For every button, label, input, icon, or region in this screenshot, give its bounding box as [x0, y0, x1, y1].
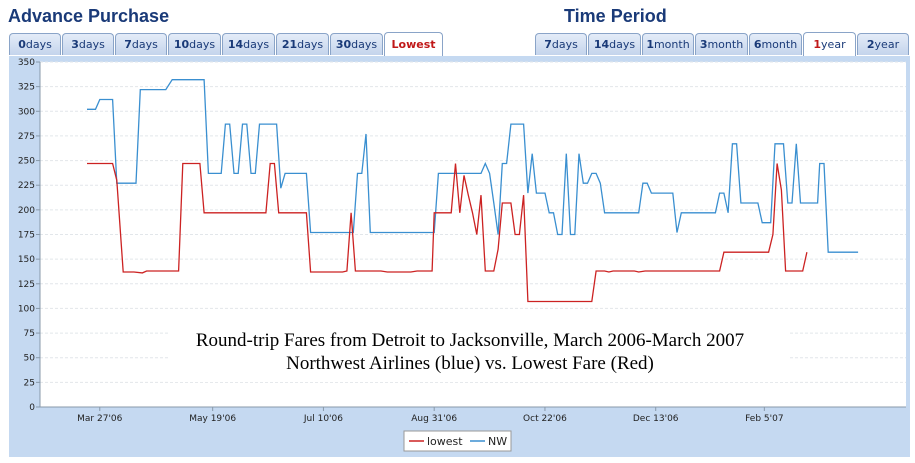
- series-line-nw: [87, 79, 859, 253]
- tab-6-month[interactable]: 6 month: [749, 33, 802, 55]
- tab-unit: days: [189, 38, 216, 51]
- tab-0-days[interactable]: 0 days: [9, 33, 61, 55]
- advance-purchase-title: Advance Purchase: [8, 6, 170, 26]
- tab-7-days-period[interactable]: 7 days: [535, 33, 587, 55]
- x-tick-label: Mar 27'06: [77, 414, 122, 424]
- legend-box: [403, 430, 512, 452]
- x-tick-label: Dec 13'06: [633, 414, 679, 424]
- tab-unit: days: [243, 38, 270, 51]
- tab-1-year[interactable]: 1 year: [803, 32, 856, 56]
- tab-unit: days: [609, 38, 636, 51]
- chart-frame: 0 25 50 75 100 125 150 175 200 225 250 275 300 325 350…: [9, 56, 910, 457]
- tab-3-days[interactable]: 3 days: [62, 33, 114, 55]
- tab-number: 10: [173, 38, 190, 51]
- y-tick-label: 200: [18, 206, 35, 216]
- tab-number: 6: [753, 38, 762, 51]
- annotation-line-1: Round-trip Fares from Detroit to Jackson…: [196, 330, 744, 351]
- y-tick-label: 325: [18, 83, 35, 93]
- x-axis-ticks: Mar 27'06 May 19'06 Jul 10'06 Aug 31'06 Oct …: [77, 407, 784, 424]
- series-line-lowest: [87, 162, 808, 303]
- tab-number: 7: [124, 38, 132, 51]
- fare-chart: 0 25 50 75 100 125 150 175 200 225 250 275 300 325 350…: [18, 58, 906, 452]
- tab-7-days[interactable]: 7 days: [115, 33, 167, 55]
- tab-1-month[interactable]: 1 month: [642, 33, 694, 55]
- tab-2-year[interactable]: 2 year: [857, 33, 909, 55]
- annotation-line-2: Northwest Airlines (blue) vs. Lowest Far…: [286, 353, 654, 374]
- tab-number: 1: [813, 38, 822, 51]
- tab-unit: month: [707, 38, 744, 51]
- tab-number: 14: [227, 38, 244, 51]
- tab-unit: year: [821, 38, 846, 51]
- y-tick-label: 25: [24, 378, 35, 388]
- tab-30-days[interactable]: 30 days: [330, 33, 383, 55]
- time-period-tabs: 7 days 14 days 1 month 3 month 6 month 1 year …: [535, 32, 910, 56]
- x-tick-label: Jul 10'06: [303, 414, 343, 424]
- y-tick-label: 350: [18, 58, 35, 68]
- tab-unit: Lowest: [391, 38, 436, 51]
- tab-number: 21: [281, 38, 298, 51]
- tab-number: 2: [866, 38, 875, 51]
- x-tick-label: Feb 5'07: [745, 414, 783, 424]
- tab-lowest[interactable]: Lowest: [384, 32, 443, 56]
- tab-number: 3: [699, 38, 708, 51]
- y-tick-label: 275: [18, 132, 35, 142]
- tab-number: 30: [335, 38, 352, 51]
- tab-10-days[interactable]: 10 days: [168, 33, 221, 55]
- legend-label-lowest: lowest: [427, 435, 463, 448]
- tab-unit: month: [761, 38, 798, 51]
- legend: lowest NW: [403, 430, 512, 452]
- y-tick-label: 250: [18, 157, 35, 167]
- y-tick-label: 100: [18, 304, 35, 314]
- y-tick-label: 225: [18, 181, 35, 191]
- tab-unit: days: [351, 38, 378, 51]
- y-tick-label: 300: [18, 107, 35, 117]
- tab-unit: days: [297, 38, 324, 51]
- tab-21-days[interactable]: 21 days: [276, 33, 329, 55]
- annotation-background: [169, 318, 789, 382]
- x-tick-label: May 19'06: [189, 414, 236, 424]
- tab-unit: days: [551, 38, 578, 51]
- y-tick-label: 175: [18, 231, 35, 241]
- y-tick-label: 150: [18, 255, 35, 265]
- tab-unit: year: [874, 38, 900, 51]
- tab-unit: days: [25, 38, 52, 51]
- y-axis-ticks: 0 25 50 75 100 125 150 175 200 225 250 275 300 325 350: [18, 58, 40, 413]
- tab-unit: days: [131, 38, 158, 51]
- tab-unit: days: [78, 38, 105, 51]
- legend-label-nw: NW: [488, 435, 507, 448]
- y-tick-label: 0: [29, 403, 35, 413]
- tab-number: 1: [646, 38, 654, 51]
- tab-number: 14: [593, 38, 610, 51]
- advance-purchase-tabs: 0 days 3 days 7 days 10 days 14 days 21 days 3…: [9, 32, 444, 56]
- x-tick-label: Oct 22'06: [523, 414, 567, 424]
- tab-number: 0: [18, 38, 26, 51]
- tab-14-days[interactable]: 14 days: [222, 33, 275, 55]
- tab-number: 3: [71, 38, 79, 51]
- tab-unit: month: [653, 38, 690, 51]
- tab-14-days-period[interactable]: 14 days: [588, 33, 641, 55]
- time-period-title: Time Period: [564, 6, 667, 26]
- y-tick-label: 50: [24, 354, 36, 364]
- tab-number: 7: [544, 38, 552, 51]
- y-tick-label: 75: [24, 329, 35, 339]
- tab-3-month[interactable]: 3 month: [695, 33, 748, 55]
- y-tick-label: 125: [18, 280, 35, 290]
- x-tick-label: Aug 31'06: [411, 414, 457, 424]
